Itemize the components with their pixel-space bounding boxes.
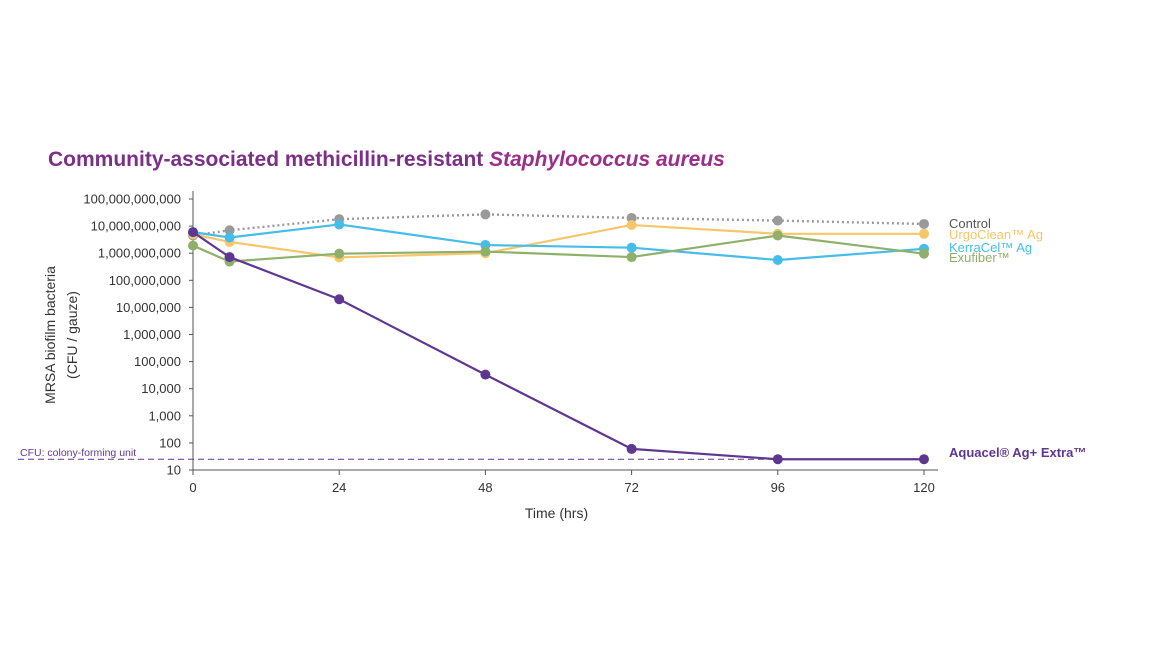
series-4 <box>188 227 929 465</box>
y-tick-label: 1,000,000 <box>123 327 181 342</box>
data-point <box>626 219 637 230</box>
x-tick-label: 96 <box>771 480 785 495</box>
x-tick-label: 72 <box>624 480 638 495</box>
series-group <box>188 209 929 465</box>
data-point <box>772 230 783 241</box>
legend-entry: UrgoClean™ Ag <box>949 227 1043 242</box>
series-0 <box>188 209 929 241</box>
data-point <box>334 294 345 305</box>
chart-title: Community-associated methicillin-resista… <box>48 148 725 172</box>
data-point <box>188 227 198 238</box>
x-tick-label: 24 <box>332 480 346 495</box>
y-tick-label: 10,000 <box>141 381 181 396</box>
y-tick-label: 10,000,000 <box>116 300 181 315</box>
x-tick-label: 48 <box>478 480 492 495</box>
series-line <box>192 231 924 461</box>
series-2 <box>188 219 929 266</box>
legend-entry: Aquacel® Ag+ Extra™ <box>949 445 1086 460</box>
data-point <box>224 252 235 263</box>
data-point <box>919 228 929 239</box>
y-tick-label: 100,000 <box>134 354 181 369</box>
data-point <box>480 246 491 257</box>
y-axis-title-line2: (CFU / gauze) <box>64 291 80 379</box>
data-point <box>334 219 345 230</box>
y-tick-label: 100,000,000 <box>109 273 181 288</box>
y-axis-title-line1: MRSA biofilm bacteria <box>42 266 58 404</box>
y-tick-label: 100,000,000,000 <box>83 192 181 207</box>
data-point <box>626 242 637 253</box>
data-point <box>480 369 491 380</box>
data-point <box>919 218 929 229</box>
data-point <box>626 212 637 223</box>
x-tick-label: 0 <box>189 480 196 495</box>
data-point <box>334 248 345 259</box>
data-point <box>772 255 783 266</box>
data-point <box>919 248 929 259</box>
tick-labels: 10 100 1,000 10,000 100,000 1,000,000 10,000,0… <box>83 192 934 496</box>
series-line <box>192 213 925 237</box>
data-point <box>626 443 637 454</box>
legend-entry: Exufiber™ <box>949 250 1010 265</box>
data-point <box>919 454 929 465</box>
legend-entry: Control <box>949 216 991 231</box>
data-point <box>772 215 783 226</box>
x-axis-title: Time (hrs) <box>525 505 588 521</box>
legend-entry: KerraCel™ Ag <box>949 240 1032 255</box>
series-3 <box>188 230 929 267</box>
y-tick-label: 10 <box>167 463 181 478</box>
y-tick-label: 1,000,000,000 <box>98 246 181 261</box>
chart-title-italic: Staphylococcus aureus <box>489 148 725 171</box>
data-point <box>480 209 491 220</box>
data-point <box>224 225 235 236</box>
detection-limit-label: CFU: colony-forming unit <box>20 447 136 459</box>
y-tick-label: 10,000,000,000 <box>91 219 181 234</box>
y-tick-label: 1,000 <box>148 408 181 423</box>
chart-title-main: Community-associated methicillin-resista… <box>48 148 490 171</box>
data-point <box>224 232 235 243</box>
data-point <box>626 252 637 263</box>
data-point <box>772 454 783 465</box>
data-point <box>188 240 198 251</box>
y-tick-label: 100 <box>159 435 181 450</box>
x-tick-label: 120 <box>913 480 935 495</box>
